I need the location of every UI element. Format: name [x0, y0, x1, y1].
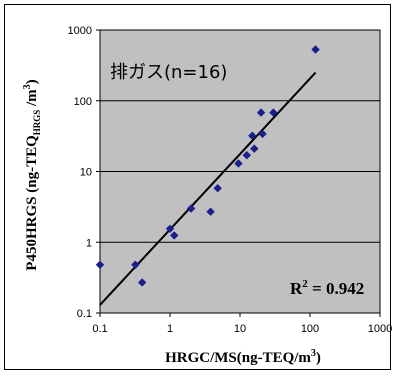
data-point [213, 184, 222, 193]
data-point [250, 144, 259, 153]
gridlines [100, 100, 380, 243]
data-point [170, 231, 179, 240]
x-tick-label: 1000 [368, 323, 392, 335]
x-axis-title: HRGC/MS(ng-TEQ/m3) [165, 348, 321, 366]
data-point [234, 159, 243, 168]
r-squared-label: R2 = 0.942 [290, 278, 364, 298]
data-point [186, 204, 196, 213]
x-tick-label: 100 [301, 323, 319, 335]
data-point [206, 207, 215, 216]
data-point [269, 108, 278, 117]
x-tick-label: 1 [167, 323, 173, 335]
x-tick-label: 0.1 [92, 323, 107, 335]
y-tick-label: 1000 [68, 25, 92, 37]
data-points [95, 45, 320, 287]
y-axis-ticks: 0.1 1 10 100 1000 [68, 25, 100, 320]
x-tick-label: 10 [234, 323, 246, 335]
data-point [95, 260, 105, 270]
series-annotation: 排ガス(n=16) [110, 62, 227, 83]
data-point [311, 45, 320, 54]
y-tick-label: 1 [86, 237, 92, 249]
data-point [242, 150, 251, 160]
data-point [131, 260, 140, 270]
y-axis-title: P450HRGS (ng-TEQHRGS /m3) [22, 79, 42, 270]
y-tick-label: 100 [74, 96, 92, 108]
data-point [137, 278, 147, 287]
y-tick-label: 10 [80, 167, 92, 179]
data-point [248, 131, 257, 140]
data-point [256, 108, 266, 117]
data-point [165, 224, 175, 233]
data-point [258, 129, 267, 139]
x-axis-ticks: 0.1 1 10 100 1000 [92, 313, 392, 335]
y-tick-label: 0.1 [77, 308, 92, 320]
